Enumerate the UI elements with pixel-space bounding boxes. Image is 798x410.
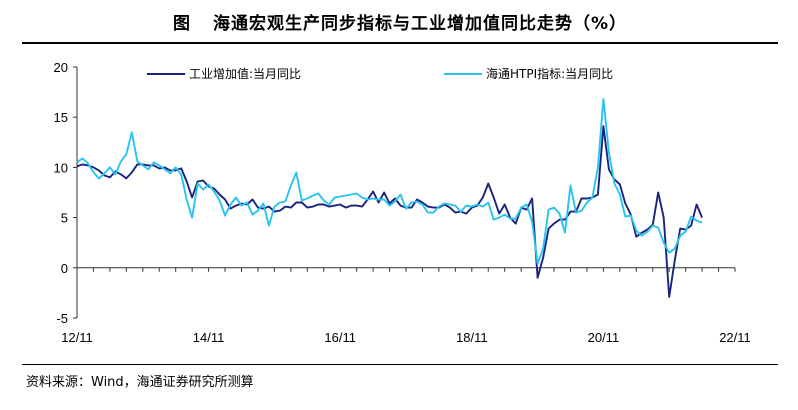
- source-note: 资料来源：Wind，海通证券研究所测算: [26, 375, 254, 390]
- legend-label-1: 工业增加值:当月同比: [189, 66, 301, 81]
- y-tick-label: 10: [54, 160, 68, 175]
- x-tick-label: 22/11: [719, 330, 751, 345]
- figure-title: 图 海通宏观生产同步指标与工业增加值同比走势（%）: [22, 6, 778, 36]
- y-tick-label: -5: [56, 311, 68, 326]
- line-chart: -5 0 5 10 15 20 12/11 14/11 16/11 18/11 20/11 22/11…: [54, 60, 751, 345]
- x-tick-label: 12/11: [61, 330, 93, 345]
- source-rule: [22, 364, 778, 365]
- legend-label-2: 海通HTPI指标:当月同比: [486, 66, 613, 81]
- figure-label: 图: [172, 13, 191, 34]
- title-rule: [22, 42, 778, 44]
- x-tick-label: 18/11: [456, 330, 488, 345]
- series-line-2: [76, 98, 703, 265]
- x-tick-label: 16/11: [324, 330, 356, 345]
- x-tick-label: 14/11: [193, 330, 225, 345]
- series-line-1: [76, 125, 703, 298]
- x-tick-label: 20/11: [588, 330, 620, 345]
- y-tick-label: 15: [54, 110, 68, 125]
- figure-title-text: 海通宏观生产同步指标与工业增加值同比走势（%）: [212, 13, 628, 34]
- y-tick-label: 5: [61, 211, 68, 226]
- y-tick-label: 20: [54, 60, 68, 75]
- y-tick-label: 0: [61, 261, 68, 276]
